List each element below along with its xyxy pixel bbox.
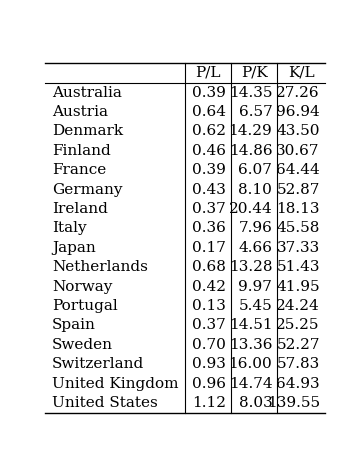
Text: 0.37: 0.37	[192, 202, 226, 216]
Text: Sweden: Sweden	[52, 338, 113, 352]
Text: 57.83: 57.83	[277, 357, 320, 371]
Text: 0.17: 0.17	[192, 241, 226, 255]
Text: 9.97: 9.97	[238, 280, 272, 293]
Text: France: France	[52, 163, 106, 177]
Text: 0.39: 0.39	[192, 163, 226, 177]
Text: 14.29: 14.29	[229, 124, 272, 138]
Text: 8.10: 8.10	[238, 183, 272, 197]
Text: 43.50: 43.50	[277, 124, 320, 138]
Text: 14.74: 14.74	[229, 377, 272, 390]
Text: 18.13: 18.13	[277, 202, 320, 216]
Text: 0.64: 0.64	[192, 105, 226, 119]
Text: 96.94: 96.94	[276, 105, 320, 119]
Text: 37.33: 37.33	[277, 241, 320, 255]
Text: 20.44: 20.44	[229, 202, 272, 216]
Text: 0.36: 0.36	[192, 221, 226, 236]
Text: 13.28: 13.28	[229, 260, 272, 274]
Text: P/K: P/K	[241, 66, 268, 80]
Text: Switzerland: Switzerland	[52, 357, 144, 371]
Text: United States: United States	[52, 396, 158, 410]
Text: 52.27: 52.27	[277, 338, 320, 352]
Text: 13.36: 13.36	[229, 338, 272, 352]
Text: 14.51: 14.51	[229, 318, 272, 333]
Text: Finland: Finland	[52, 144, 111, 158]
Text: Germany: Germany	[52, 183, 123, 197]
Text: Portugal: Portugal	[52, 299, 118, 313]
Text: 64.44: 64.44	[276, 163, 320, 177]
Text: 0.39: 0.39	[192, 86, 226, 100]
Text: 64.93: 64.93	[276, 377, 320, 390]
Text: Netherlands: Netherlands	[52, 260, 148, 274]
Text: 27.26: 27.26	[276, 86, 320, 100]
Text: Ireland: Ireland	[52, 202, 108, 216]
Text: Austria: Austria	[52, 105, 108, 119]
Text: P/L: P/L	[195, 66, 221, 80]
Text: 41.95: 41.95	[276, 280, 320, 293]
Text: 16.00: 16.00	[229, 357, 272, 371]
Text: 139.55: 139.55	[267, 396, 320, 410]
Text: 0.42: 0.42	[192, 280, 226, 293]
Text: 25.25: 25.25	[277, 318, 320, 333]
Text: 1.12: 1.12	[192, 396, 226, 410]
Text: 7.96: 7.96	[238, 221, 272, 236]
Text: Australia: Australia	[52, 86, 122, 100]
Text: 0.96: 0.96	[192, 377, 226, 390]
Text: 14.86: 14.86	[229, 144, 272, 158]
Text: 4.66: 4.66	[238, 241, 272, 255]
Text: 8.03: 8.03	[239, 396, 272, 410]
Text: Spain: Spain	[52, 318, 96, 333]
Text: 0.93: 0.93	[192, 357, 226, 371]
Text: 51.43: 51.43	[277, 260, 320, 274]
Text: 0.62: 0.62	[192, 124, 226, 138]
Text: 0.13: 0.13	[192, 299, 226, 313]
Text: 0.70: 0.70	[192, 338, 226, 352]
Text: United Kingdom: United Kingdom	[52, 377, 179, 390]
Text: 6.07: 6.07	[238, 163, 272, 177]
Text: Denmark: Denmark	[52, 124, 123, 138]
Text: Norway: Norway	[52, 280, 113, 293]
Text: 0.37: 0.37	[192, 318, 226, 333]
Text: 5.45: 5.45	[239, 299, 272, 313]
Text: 0.68: 0.68	[192, 260, 226, 274]
Text: K/L: K/L	[288, 66, 314, 80]
Text: 24.24: 24.24	[276, 299, 320, 313]
Text: 6.57: 6.57	[239, 105, 272, 119]
Text: 14.35: 14.35	[229, 86, 272, 100]
Text: Japan: Japan	[52, 241, 96, 255]
Text: 52.87: 52.87	[277, 183, 320, 197]
Text: 0.46: 0.46	[192, 144, 226, 158]
Text: Italy: Italy	[52, 221, 87, 236]
Text: 45.58: 45.58	[277, 221, 320, 236]
Text: 30.67: 30.67	[277, 144, 320, 158]
Text: 0.43: 0.43	[192, 183, 226, 197]
